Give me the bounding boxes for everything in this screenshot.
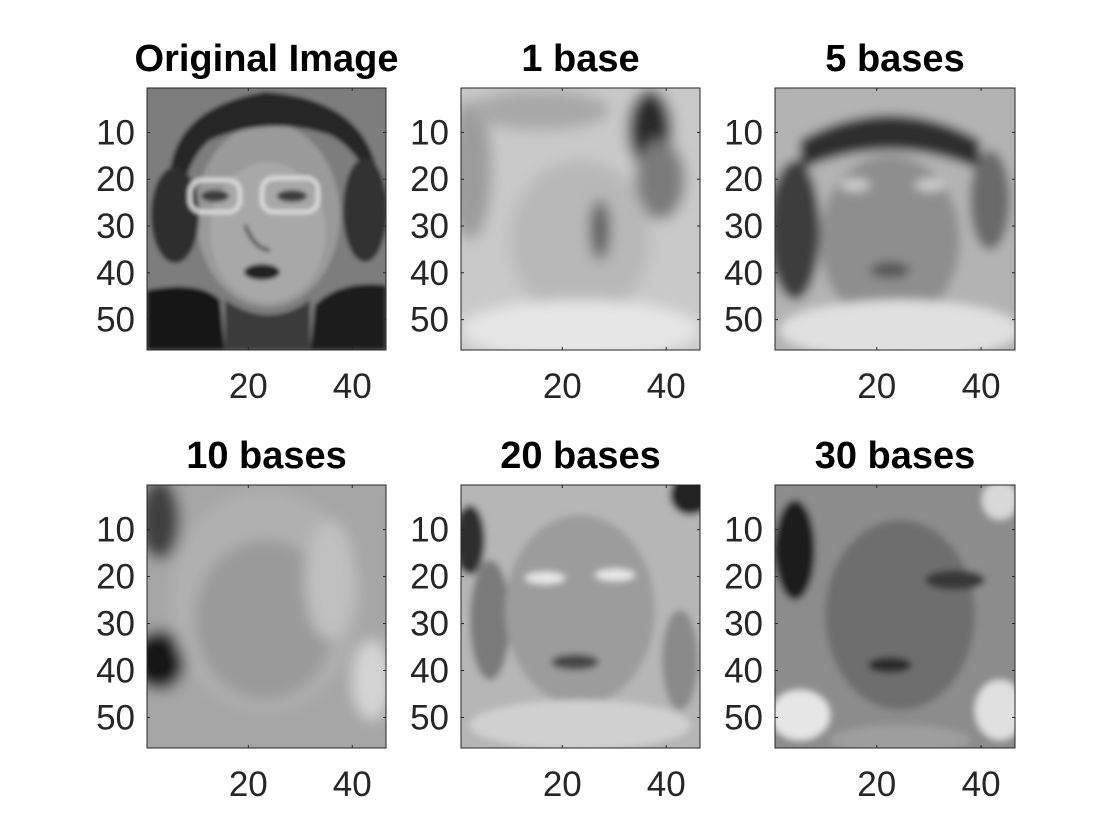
panel-title-10-bases: 10 bases xyxy=(186,435,347,477)
panel-title-1-base: 1 base xyxy=(521,38,639,80)
axes-overlay: Original Image 20 40 10 20 30 40 50 1 base 20 40 10… xyxy=(96,38,1015,804)
x-tick-label-30-bases-40: 40 xyxy=(962,765,1001,804)
y-tick-label-20-bases-40: 40 xyxy=(410,652,449,691)
axes-frame-10-bases xyxy=(146,484,387,749)
y-tick-label-1-base-50: 50 xyxy=(410,301,449,340)
panel-title-20-bases: 20 bases xyxy=(500,435,661,477)
axes-frame-original xyxy=(146,87,387,351)
y-tick-label-20-bases-30: 30 xyxy=(410,605,449,644)
axes-frame-20-bases xyxy=(460,484,701,749)
y-tick-label-10-bases-50: 50 xyxy=(96,698,135,737)
y-tick-label-5-bases-30: 30 xyxy=(724,207,763,246)
x-tick-label-10-bases-20: 20 xyxy=(229,765,268,804)
y-tick-label-30-bases-30: 30 xyxy=(724,605,763,644)
y-tick-label-1-base-30: 30 xyxy=(410,207,449,246)
panel-20-bases xyxy=(460,484,701,749)
image-1-base xyxy=(461,88,700,350)
y-tick-label-30-bases-40: 40 xyxy=(724,652,763,691)
y-tick-label-5-bases-50: 50 xyxy=(724,301,763,340)
y-tick-label-10-bases-30: 30 xyxy=(96,605,135,644)
y-tick-label-10-bases-10: 10 xyxy=(96,511,135,550)
y-tick-label-1-base-20: 20 xyxy=(410,160,449,199)
y-tick-label-original-image-10: 10 xyxy=(96,113,135,152)
panel-title-original-image: Original Image xyxy=(135,38,399,80)
x-tick-label-20-bases-20: 20 xyxy=(543,765,582,804)
x-tick-label-1-base-40: 40 xyxy=(647,367,686,406)
panel-30-bases xyxy=(774,484,1016,749)
y-tick-label-1-base-40: 40 xyxy=(410,254,449,293)
y-tick-label-30-bases-50: 50 xyxy=(724,698,763,737)
x-tick-label-30-bases-20: 20 xyxy=(857,765,896,804)
panel-original-image xyxy=(146,87,387,351)
panel-title-5-bases: 5 bases xyxy=(825,38,964,80)
x-tick-label-20-bases-40: 40 xyxy=(647,765,686,804)
x-tick-label-10-bases-40: 40 xyxy=(333,765,372,804)
x-tick-label-original-image-40: 40 xyxy=(333,367,372,406)
x-tick-label-1-base-20: 20 xyxy=(543,367,582,406)
x-tick-label-original-image-20: 20 xyxy=(229,367,268,406)
y-tick-label-10-bases-40: 40 xyxy=(96,652,135,691)
y-tick-label-20-bases-50: 50 xyxy=(410,698,449,737)
y-tick-label-20-bases-20: 20 xyxy=(410,558,449,597)
image-original xyxy=(147,88,386,350)
image-10-bases xyxy=(147,485,386,748)
panel-5-bases xyxy=(774,87,1016,351)
panel-10-bases xyxy=(146,484,387,749)
y-tick-label-original-image-20: 20 xyxy=(96,160,135,199)
axes-frame-30-bases xyxy=(774,484,1016,749)
axes-frame-5-bases xyxy=(774,87,1016,351)
y-tick-label-20-bases-10: 10 xyxy=(410,511,449,550)
y-tick-label-5-bases-10: 10 xyxy=(724,113,763,152)
y-tick-label-5-bases-40: 40 xyxy=(724,254,763,293)
y-tick-label-10-bases-20: 20 xyxy=(96,558,135,597)
image-20-bases xyxy=(461,485,700,748)
x-tick-label-5-bases-40: 40 xyxy=(962,367,1001,406)
y-tick-label-1-base-10: 10 xyxy=(410,113,449,152)
image-5-bases xyxy=(775,88,1015,350)
axes-frame-1-base xyxy=(460,87,701,351)
image-30-bases xyxy=(775,485,1015,748)
x-tick-label-5-bases-20: 20 xyxy=(857,367,896,406)
y-tick-label-original-image-50: 50 xyxy=(96,301,135,340)
y-tick-label-5-bases-20: 20 xyxy=(724,160,763,199)
y-tick-label-30-bases-10: 10 xyxy=(724,511,763,550)
y-tick-label-original-image-40: 40 xyxy=(96,254,135,293)
y-tick-label-30-bases-20: 20 xyxy=(724,558,763,597)
panel-title-30-bases: 30 bases xyxy=(815,435,976,477)
y-tick-label-original-image-30: 30 xyxy=(96,207,135,246)
panel-1-base xyxy=(460,87,701,351)
